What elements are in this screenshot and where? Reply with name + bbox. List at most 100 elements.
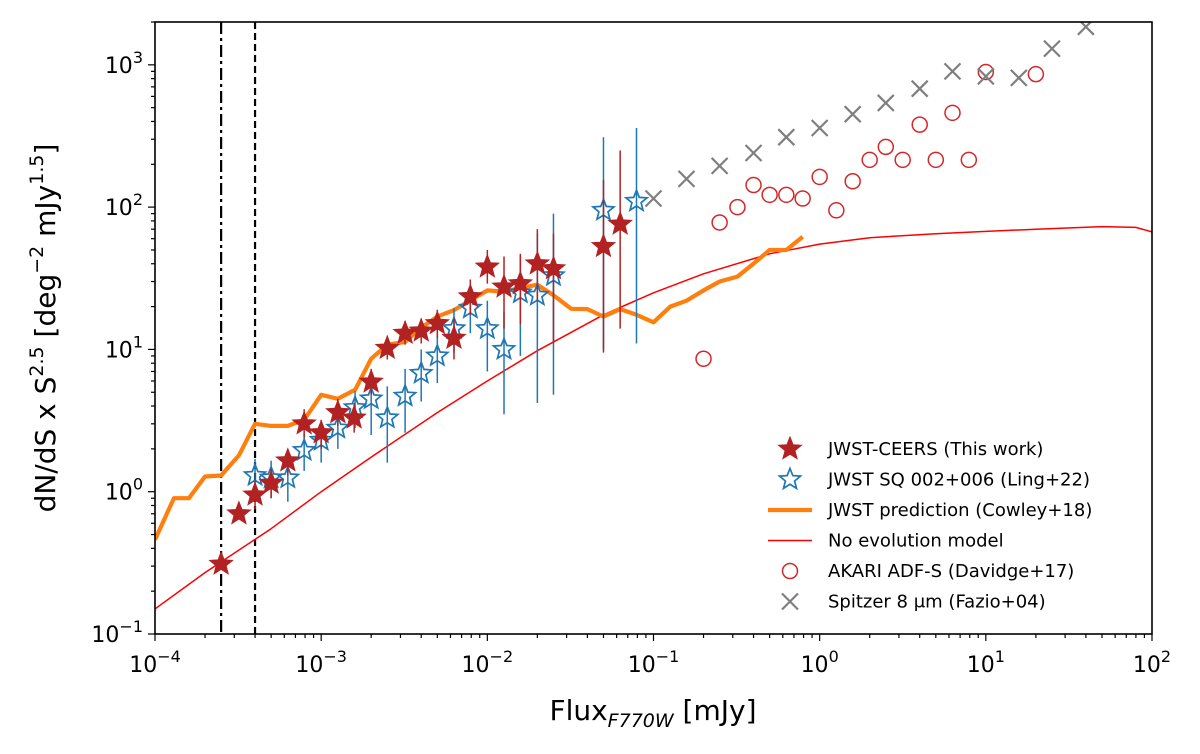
ling-point — [623, 187, 650, 212]
x-tick-label: 10−1 — [628, 647, 680, 678]
legend-label: JWST prediction (Cowley+18) — [827, 500, 1092, 521]
y-tick-label: 103 — [105, 48, 143, 79]
ling-point — [474, 315, 500, 340]
y-tick-label: 102 — [105, 190, 143, 221]
spitzer-point — [977, 67, 995, 86]
ling-point — [424, 342, 450, 367]
akari-point — [894, 151, 911, 169]
legend-label: AKARI ADF-S (Davidge+17) — [828, 561, 1074, 582]
ceers-point — [275, 447, 301, 472]
akari-point — [877, 138, 895, 156]
ling-point — [325, 414, 351, 439]
ceers-point — [258, 469, 284, 494]
akari-point — [911, 116, 928, 133]
ceers-point — [424, 310, 450, 335]
no-evolution-line — [155, 225, 1152, 610]
ceers-point — [474, 253, 500, 278]
akari-point — [828, 202, 845, 219]
akari-point — [711, 214, 728, 231]
spitzer-point — [677, 170, 696, 188]
legend-item: JWST SQ 002+006 (Ling+22) — [777, 466, 1090, 491]
ceers-point — [308, 419, 334, 444]
akari-point — [844, 173, 861, 190]
x-tick-label: 10−4 — [129, 647, 181, 678]
ceers-point — [441, 324, 467, 350]
spitzer-point — [1043, 39, 1061, 58]
legend-swatch-marker — [781, 592, 799, 611]
x-marker-stroke — [810, 119, 829, 137]
akari-point — [977, 63, 995, 81]
legend-swatch-marker — [781, 562, 799, 580]
axes: 10−4 10−3 10−2 10−1 100 101 102 10−1 100 101 102 10… — [91, 21, 1171, 678]
ceers-point — [540, 255, 567, 280]
akari-point — [729, 198, 746, 216]
ling-point — [491, 336, 517, 361]
x-marker-stroke — [1043, 39, 1061, 58]
legend-label: JWST-CEERS (This work) — [827, 439, 1043, 460]
y-axis-label: dN/dS x S2.5 [deg−2 mJy1.5] — [26, 144, 62, 513]
legend: JWST-CEERS (This work) JWST SQ 002+006 (L… — [768, 435, 1092, 613]
legend-item: Spitzer 8 μm (Fazio+04) — [781, 592, 1046, 613]
plot-area — [155, 22, 1152, 634]
ling-point — [358, 385, 384, 410]
y-tick-label: 100 — [105, 475, 143, 506]
ling-point — [291, 437, 317, 462]
legend-swatch-marker — [777, 435, 803, 460]
ceers-point — [226, 500, 252, 525]
akari-point — [745, 176, 762, 194]
ceers-point — [374, 334, 401, 360]
spitzer-point — [810, 119, 829, 137]
legend-label: No evolution model — [828, 531, 1004, 552]
ling-point — [242, 462, 268, 487]
ling-point — [275, 464, 301, 489]
x-tick-label: 102 — [1133, 647, 1171, 678]
ling-point — [392, 382, 418, 407]
x-tick-label: 10−3 — [295, 647, 347, 678]
x-marker-stroke — [744, 144, 763, 162]
spitzer-point — [777, 128, 796, 146]
legend-item: No evolution model — [768, 531, 1004, 552]
akari-point — [1027, 65, 1045, 83]
spitzer-point — [744, 144, 763, 162]
spitzer-point — [943, 62, 962, 81]
ceers-point — [408, 317, 434, 342]
x-marker-stroke — [910, 79, 929, 98]
x-tick-label: 10−2 — [462, 647, 514, 678]
ceers-point — [590, 233, 617, 258]
x-marker-stroke — [977, 67, 995, 86]
akari-point — [794, 190, 811, 207]
ceers-point — [524, 250, 551, 275]
x-marker-stroke — [777, 128, 796, 146]
x-marker-stroke — [710, 157, 729, 175]
legend-label: JWST SQ 002+006 (Ling+22) — [827, 470, 1090, 491]
x-marker-stroke — [1010, 69, 1028, 87]
x-marker-stroke — [644, 189, 663, 208]
ceers-point — [291, 410, 317, 435]
ling-point — [374, 404, 400, 429]
spitzer-point — [710, 157, 729, 175]
spitzer-point — [843, 105, 862, 123]
akari-point — [927, 151, 945, 169]
ceers-point — [208, 550, 234, 575]
akari-point — [761, 186, 778, 204]
spitzer-point — [1010, 69, 1028, 87]
ceers-point — [507, 270, 534, 295]
ceers-point — [325, 399, 351, 424]
y-tick-label: 101 — [105, 332, 143, 363]
ceers-point — [607, 210, 633, 235]
ceers-point — [358, 368, 384, 393]
spitzer-point — [910, 79, 929, 98]
legend-swatch-marker — [777, 466, 803, 491]
x-axis-label: FluxF770W [mJy] — [549, 694, 756, 732]
x-marker-stroke — [877, 94, 895, 112]
akari-point — [944, 104, 961, 122]
akari-point — [778, 186, 795, 204]
spitzer-point — [644, 189, 663, 208]
legend-label: Spitzer 8 μm (Fazio+04) — [828, 592, 1046, 613]
spitzer-point — [877, 94, 895, 112]
legend-item: AKARI ADF-S (Davidge+17) — [781, 561, 1074, 582]
ceers-point — [457, 283, 483, 308]
x-marker-stroke — [843, 105, 862, 123]
